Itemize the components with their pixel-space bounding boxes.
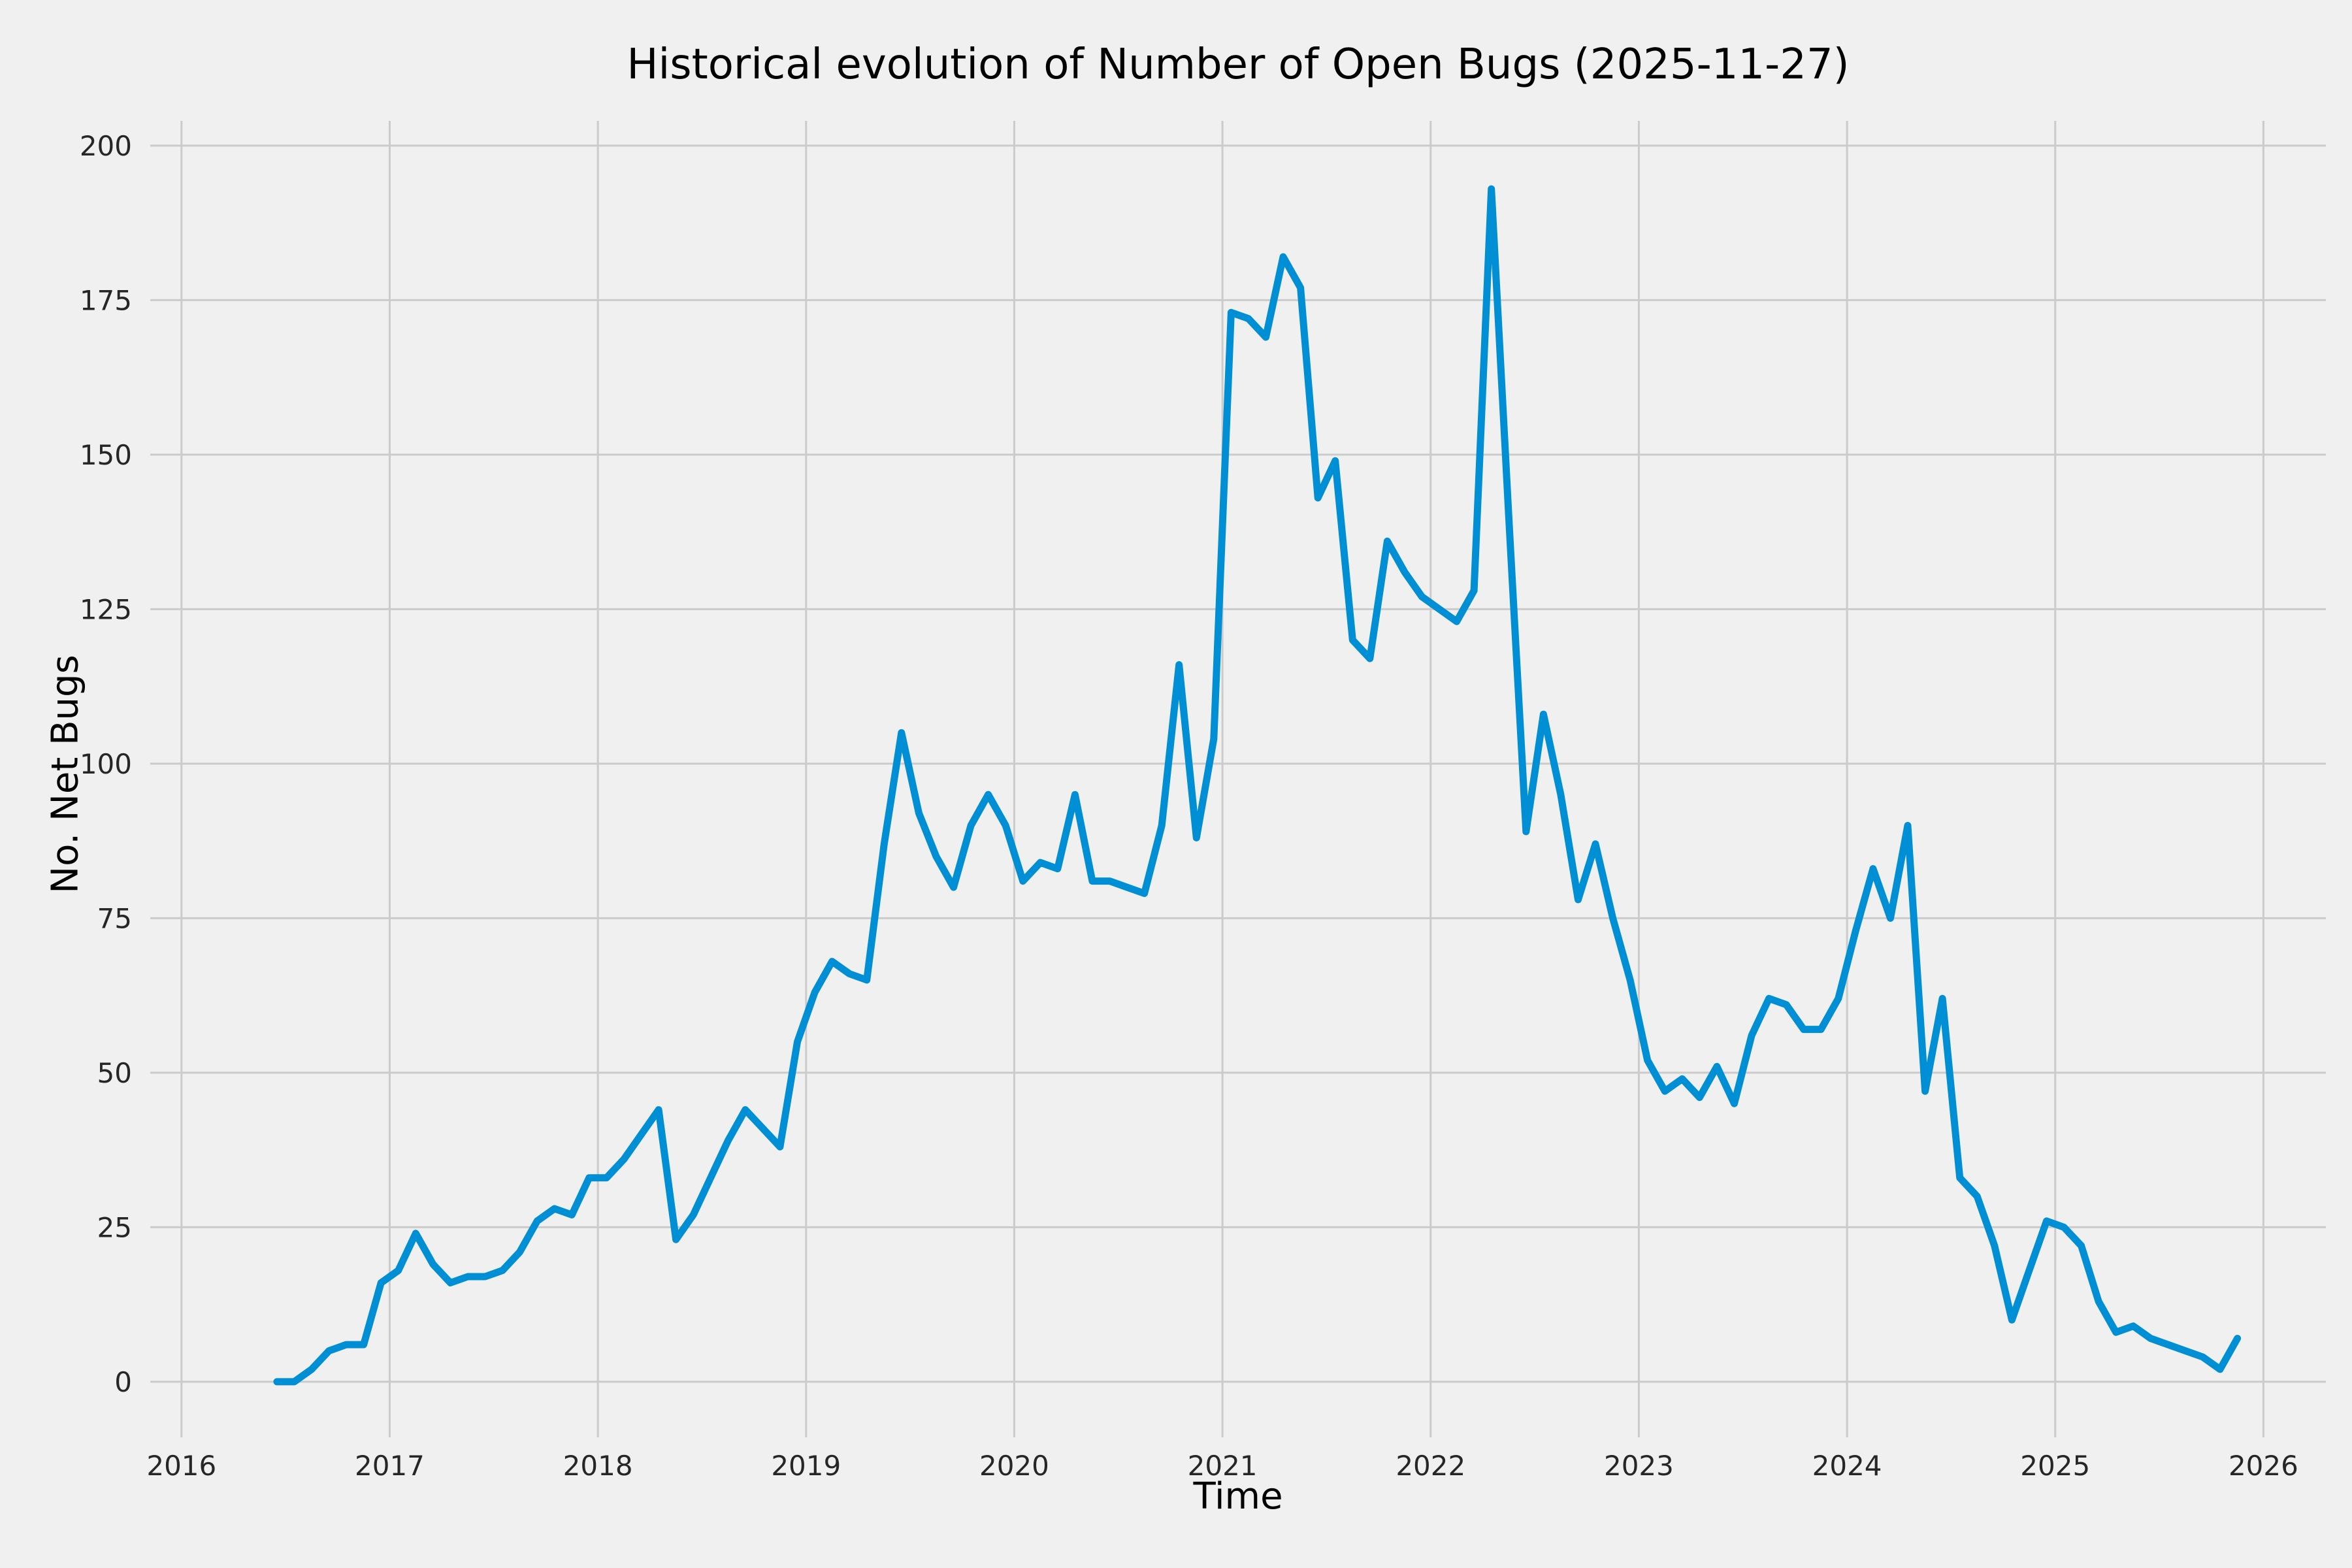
y-axis-label: No. Net Bugs	[44, 655, 87, 894]
x-tick-label: 2016	[146, 1450, 216, 1482]
y-tick-label: 75	[97, 902, 132, 934]
y-tick-label: 200	[80, 130, 132, 162]
x-tick-label: 2018	[563, 1450, 633, 1482]
x-axis-label: Time	[1193, 1475, 1283, 1518]
y-tick-label: 125	[80, 593, 132, 625]
x-tick-label: 2021	[1188, 1450, 1258, 1482]
open-bugs-line	[273, 185, 2242, 1386]
y-tick-label: 100	[80, 748, 132, 780]
x-tick-label: 2022	[1396, 1450, 1465, 1482]
x-tick-label: 2026	[2229, 1450, 2298, 1482]
y-tick-label: 175	[80, 284, 132, 316]
x-tick-label: 2017	[355, 1450, 425, 1482]
x-tick-label: 2025	[2020, 1450, 2090, 1482]
y-tick-label: 25	[97, 1211, 132, 1243]
x-tick-label: 2020	[979, 1450, 1049, 1482]
x-tick-label: 2019	[771, 1450, 841, 1482]
y-tick-label: 0	[114, 1366, 132, 1398]
y-tick-label: 150	[80, 439, 132, 471]
x-tick-label: 2023	[1604, 1450, 1674, 1482]
x-tick-label: 2024	[1812, 1450, 1882, 1482]
chart-title: Historical evolution of Number of Open B…	[627, 41, 1850, 89]
y-tick-label: 50	[97, 1057, 132, 1089]
